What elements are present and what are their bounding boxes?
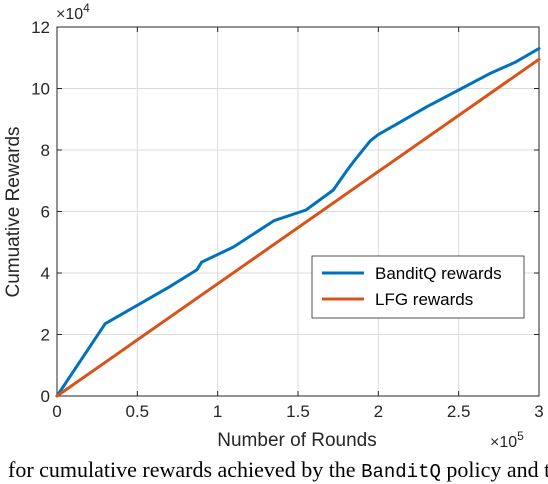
y-tick-label: 8 bbox=[41, 141, 50, 160]
y-exponent-label: ×104 bbox=[56, 1, 90, 23]
y-tick-label: 0 bbox=[41, 387, 50, 406]
series-line-lfg bbox=[55, 57, 541, 398]
legend-box bbox=[311, 255, 525, 319]
x-exponent-label: ×105 bbox=[490, 429, 524, 451]
x-axis-label: Number of Rounds bbox=[217, 430, 376, 451]
line-chart: 0 0.5 1 1.5 2 2.5 3 0 2 4 6 8 10 12 ×104 ×105 Number … bbox=[3, 1, 544, 451]
x-tick-label: 1.5 bbox=[286, 402, 310, 421]
x-tick-label: 3 bbox=[534, 402, 543, 421]
caption-part-2: policy and the O bbox=[446, 457, 548, 482]
legend-label-banditq: BanditQ rewards bbox=[375, 264, 502, 283]
y-axis-label: Cumuative Rewards bbox=[3, 126, 24, 297]
series-line-banditq bbox=[55, 47, 541, 398]
x-tick-label: 1 bbox=[213, 402, 222, 421]
y-tick-label: 4 bbox=[41, 264, 50, 283]
legend-label-lfg: LFG rewards bbox=[375, 290, 473, 309]
series-lines bbox=[55, 47, 541, 398]
legend: BanditQ rewards LFG rewards bbox=[311, 255, 525, 319]
y-tick-label: 6 bbox=[41, 203, 50, 222]
x-tick-label: 2.5 bbox=[447, 402, 471, 421]
caption-mono: BanditQ bbox=[361, 461, 441, 483]
y-tick-label: 12 bbox=[31, 18, 50, 37]
x-tick-label: 2 bbox=[374, 402, 383, 421]
y-tick-label: 2 bbox=[41, 326, 50, 345]
x-tick-label: 0.5 bbox=[126, 402, 150, 421]
y-tick-label: 10 bbox=[31, 80, 50, 99]
axis-ticks: 0 0.5 1 1.5 2 2.5 3 0 2 4 6 8 10 12 bbox=[31, 18, 544, 421]
caption-text: for cumulative rewards achieved by the B… bbox=[8, 457, 548, 484]
x-tick-label: 0 bbox=[52, 402, 61, 421]
caption-part-1: for cumulative rewards achieved by the bbox=[8, 457, 356, 482]
